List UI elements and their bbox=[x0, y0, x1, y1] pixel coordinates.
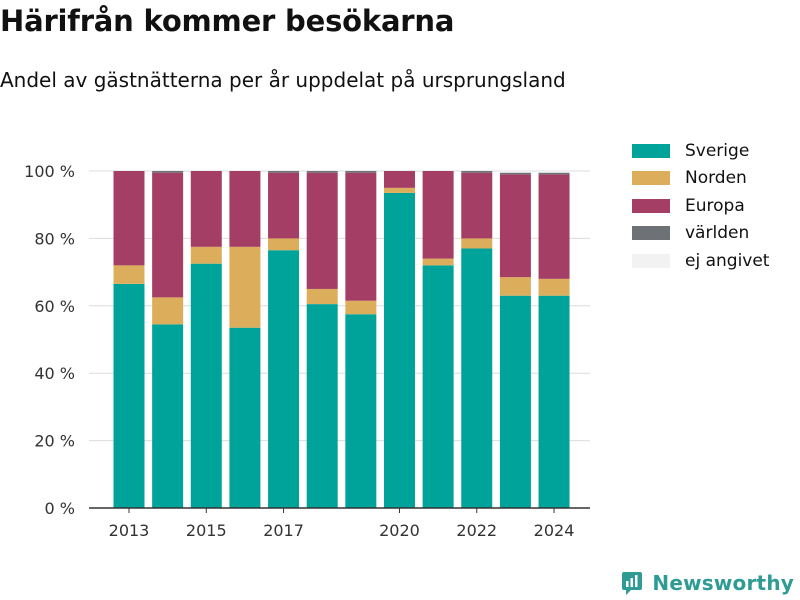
x-tick-label: 2015 bbox=[186, 521, 227, 540]
bar-segment bbox=[499, 172, 531, 175]
bar-segment bbox=[345, 171, 377, 173]
x-tick-label: 2024 bbox=[534, 521, 575, 540]
x-tick-label: 2020 bbox=[379, 521, 420, 540]
bar-segment bbox=[383, 192, 415, 508]
legend-label: ej angivet bbox=[685, 250, 770, 271]
bar-segment bbox=[461, 172, 493, 239]
newsworthy-logo-icon bbox=[622, 572, 643, 595]
bar-segment bbox=[190, 171, 222, 247]
bar-segment bbox=[422, 171, 454, 259]
legend-swatch bbox=[632, 143, 670, 158]
bar-segment bbox=[383, 171, 415, 188]
bar-segment bbox=[499, 295, 531, 508]
bar-segment bbox=[461, 248, 493, 508]
bar-segment bbox=[499, 277, 531, 296]
bar-segment bbox=[268, 171, 300, 173]
bar-segment bbox=[152, 324, 184, 508]
bar-segment bbox=[113, 171, 145, 266]
legend-item: ej angivet bbox=[632, 247, 769, 275]
chart-subtitle: Andel av gästnätterna per år uppdelat på… bbox=[0, 68, 566, 92]
x-tick-label: 2013 bbox=[109, 521, 150, 540]
bar-segment bbox=[190, 263, 222, 508]
bar-segment bbox=[152, 297, 184, 325]
bar-segment bbox=[268, 172, 300, 239]
y-tick-label: 100 % bbox=[24, 162, 75, 181]
bar-segment bbox=[268, 238, 300, 251]
bar-segment bbox=[461, 238, 493, 249]
y-tick-label: 0 % bbox=[45, 499, 75, 518]
bar-segment bbox=[306, 288, 338, 305]
bar-segment bbox=[538, 174, 570, 279]
bar-segment bbox=[306, 172, 338, 289]
bar-segment bbox=[461, 171, 493, 173]
legend-item: Europa bbox=[632, 192, 769, 220]
brand-name: Newsworthy bbox=[652, 571, 794, 595]
bar-segment bbox=[152, 172, 184, 298]
bar-segment bbox=[306, 304, 338, 508]
chart-title: Härifrån kommer besökarna bbox=[0, 4, 455, 38]
bar-segment bbox=[306, 171, 338, 173]
bar-segment bbox=[113, 283, 145, 508]
bar-segment bbox=[268, 250, 300, 508]
bar-segment bbox=[422, 265, 454, 508]
y-tick-label: 20 % bbox=[34, 432, 75, 451]
bar-segment bbox=[538, 278, 570, 296]
y-tick-label: 40 % bbox=[34, 364, 75, 383]
bar-segment bbox=[422, 258, 454, 266]
legend-label: världen bbox=[685, 223, 750, 244]
bar-segment bbox=[538, 171, 570, 173]
legend-swatch bbox=[632, 198, 670, 213]
legend-swatch bbox=[632, 226, 670, 241]
bar-segment bbox=[345, 314, 377, 508]
chart-legend: Sverige Norden Europa världen ej angivet bbox=[632, 137, 769, 275]
y-tick-label: 80 % bbox=[34, 229, 75, 248]
x-tick-label: 2017 bbox=[263, 521, 304, 540]
legend-label: Norden bbox=[685, 168, 747, 189]
bar-segment bbox=[113, 265, 145, 284]
bar-segment bbox=[345, 300, 377, 315]
bar-segment bbox=[499, 171, 531, 173]
bar-segment bbox=[345, 172, 377, 301]
bar-segment bbox=[229, 327, 261, 508]
x-tick-label: 2022 bbox=[456, 521, 497, 540]
bar-segment bbox=[229, 171, 261, 247]
legend-swatch bbox=[632, 171, 670, 186]
bar-segment bbox=[538, 295, 570, 508]
bar-segment bbox=[499, 174, 531, 278]
legend-item: världen bbox=[632, 220, 769, 248]
y-tick-label: 60 % bbox=[34, 297, 75, 316]
bar-segment bbox=[190, 246, 222, 264]
legend-item: Norden bbox=[632, 165, 769, 193]
bar-segment bbox=[152, 171, 184, 173]
legend-item: Sverige bbox=[632, 137, 769, 165]
brand-logo: Newsworthy bbox=[619, 570, 794, 596]
legend-swatch bbox=[632, 253, 670, 268]
bar-segment bbox=[383, 187, 415, 193]
bar-segment bbox=[229, 246, 261, 328]
legend-label: Europa bbox=[685, 195, 745, 216]
legend-label: Sverige bbox=[685, 140, 750, 161]
bar-segment bbox=[538, 172, 570, 175]
